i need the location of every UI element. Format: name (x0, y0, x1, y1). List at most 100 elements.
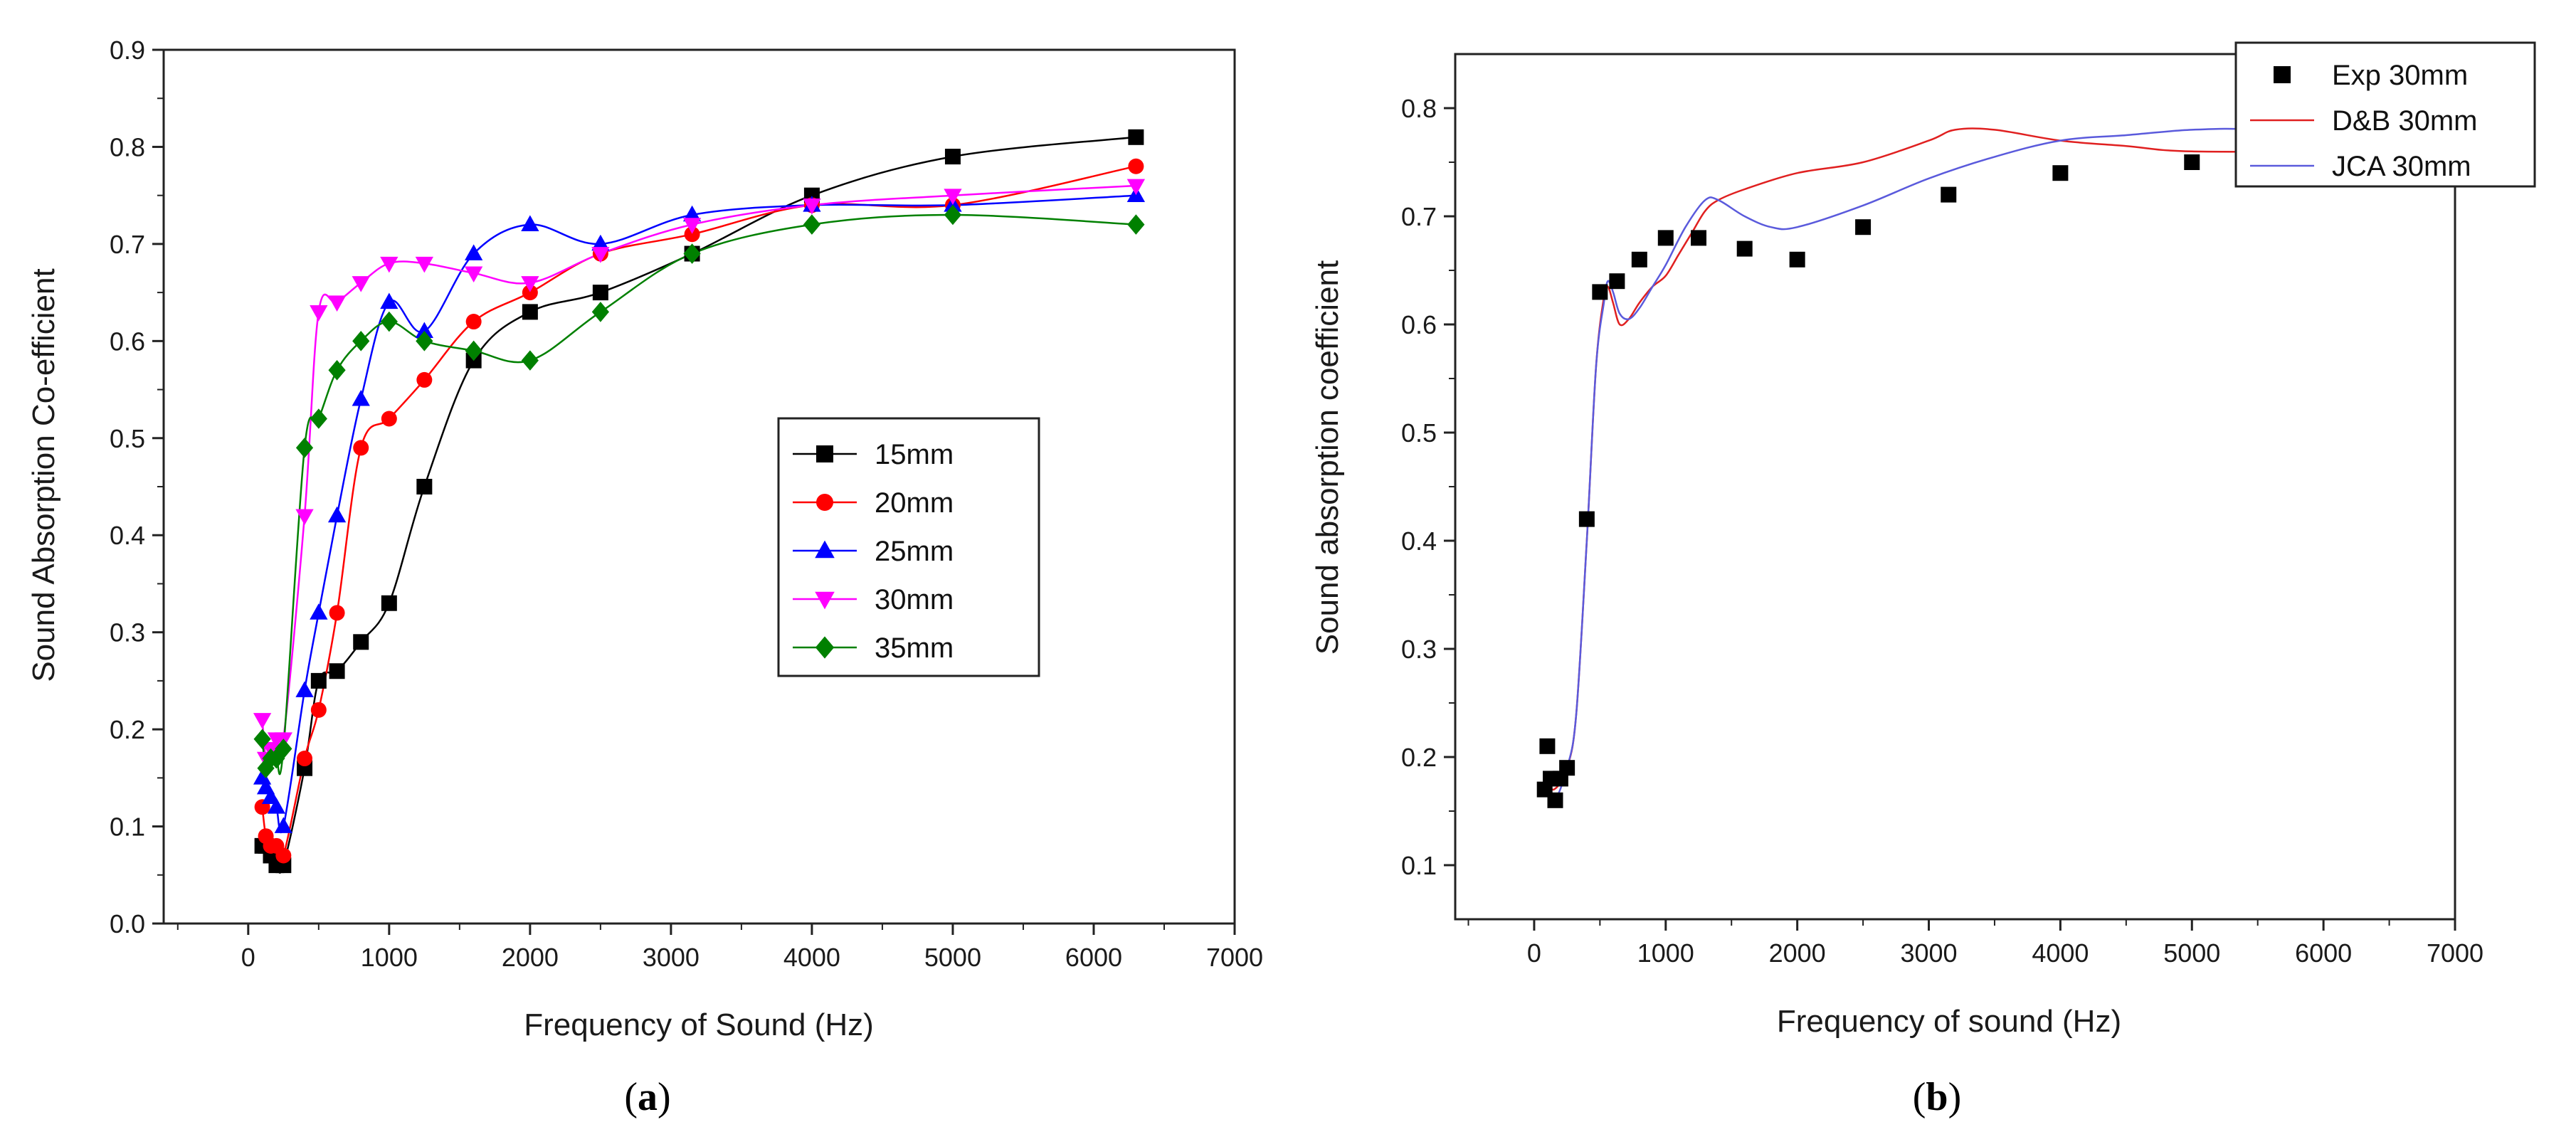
data-point (295, 681, 314, 697)
panel-caption-b: (b) (1913, 1075, 1961, 1119)
legend-label: 35mm (875, 633, 954, 664)
data-point (683, 243, 701, 264)
data-point (329, 605, 345, 621)
x-tick-label: 3000 (1900, 938, 1957, 968)
data-point (2052, 165, 2069, 181)
data-point (465, 314, 482, 330)
legend-item: 35mm (793, 633, 954, 664)
y-tick-label: 0.2 (110, 715, 145, 744)
legend-marker (815, 540, 835, 559)
x-tick-label: 7000 (1206, 943, 1263, 972)
x-axis-title-b: Frequency of sound (Hz) (1777, 1004, 2121, 1039)
x-tick-label: 0 (241, 943, 255, 972)
legend-item: 30mm (793, 584, 954, 615)
chart-panel-a: 0 1000 2000 3000 4000 5000 6000 7000 0.0 0.1 0.2 0.… (26, 36, 1263, 1119)
data-point (353, 634, 369, 650)
data-point (310, 603, 328, 620)
legend-label: D&B 30mm (2332, 105, 2478, 137)
y-tick-label: 0.9 (110, 36, 145, 65)
y-axis-title-b: Sound absorption coefficient (1310, 260, 1345, 655)
data-point (275, 739, 292, 759)
x-tick-label: 5000 (2163, 938, 2220, 968)
data-point (267, 798, 286, 814)
data-point (327, 506, 347, 523)
data-point (2184, 154, 2200, 170)
legend-label: 30mm (875, 584, 954, 615)
y-tick-label: 0.8 (110, 132, 145, 162)
data-point (1691, 230, 1707, 246)
data-point (944, 149, 961, 165)
data-point (521, 276, 539, 292)
y-tick-label: 0.5 (1401, 418, 1437, 448)
legend-marker (816, 445, 833, 462)
data-point (591, 247, 610, 263)
legend-item: Exp 30mm (2274, 60, 2468, 91)
data-point (416, 479, 433, 494)
plot-area-a: 0 1000 2000 3000 4000 5000 6000 7000 0.0 0.1 0.2 0.… (110, 36, 1263, 972)
data-point (1609, 273, 1625, 290)
y-tick-label: 0.8 (1401, 94, 1437, 123)
y-tick-label: 0.1 (110, 813, 145, 842)
legend-b: Exp 30mm D&B 30mm JCA 30mm (2234, 41, 2536, 188)
data-point (591, 302, 609, 322)
series-line-d-b-30mm (1543, 127, 2363, 791)
x-tick-label: 6000 (1065, 943, 1122, 972)
x-tick-label: 6000 (2295, 938, 2352, 968)
data-point (682, 205, 702, 222)
chart-panel-b: 0 1000 2000 3000 4000 5000 6000 7000 0.1 0.2 0.3 0.… (1310, 41, 2536, 1119)
data-point (521, 350, 539, 371)
y-tick-label: 0.2 (1401, 743, 1437, 772)
series-markers-35mm (253, 204, 1145, 778)
data-point (310, 702, 327, 718)
y-tick-label: 0.5 (110, 424, 145, 453)
data-point (381, 595, 397, 611)
series-markers-25mm (253, 186, 1146, 833)
data-point (352, 331, 370, 351)
data-point (1941, 186, 1957, 203)
data-point (1631, 251, 1647, 268)
series-line-jca-30mm (1543, 127, 2363, 802)
data-point (297, 751, 313, 767)
data-point (295, 509, 314, 526)
data-point (803, 198, 821, 215)
data-point (465, 266, 483, 283)
legend-label: Exp 30mm (2332, 60, 2468, 91)
data-point (253, 713, 272, 729)
data-point (416, 371, 433, 388)
legend-item: JCA 30mm (2250, 151, 2471, 182)
data-point (1592, 284, 1608, 300)
legend-label: JCA 30mm (2332, 151, 2471, 182)
legend-a: 15mm 20mm 25mm 30mm 35mm (777, 417, 1040, 677)
data-point (1128, 158, 1144, 174)
data-point (1789, 251, 1805, 268)
data-point (380, 292, 398, 309)
data-point (1128, 129, 1144, 145)
data-point (327, 295, 347, 312)
data-point (328, 359, 346, 381)
x-tick-label: 4000 (783, 943, 840, 972)
data-point (415, 322, 433, 339)
data-point (253, 729, 271, 750)
data-point (591, 234, 610, 251)
x-tick-label: 5000 (924, 943, 981, 972)
panel-caption-a: (a) (624, 1075, 670, 1119)
y-tick-label: 0.4 (1401, 527, 1437, 556)
data-point (274, 817, 292, 833)
legend-item: 25mm (793, 536, 954, 567)
legend-label: 15mm (875, 439, 954, 470)
data-point (1736, 240, 1753, 257)
data-point (803, 214, 821, 235)
y-tick-label: 0.1 (1401, 851, 1437, 880)
legend-marker (816, 494, 833, 511)
data-point (944, 204, 962, 226)
legend-marker (815, 591, 835, 610)
y-tick-label: 0.6 (110, 327, 145, 356)
data-point (380, 311, 398, 332)
data-point (1559, 760, 1575, 776)
series-markers-exp-30mm (1536, 143, 2371, 808)
data-point (1539, 738, 1556, 754)
data-point (682, 218, 702, 234)
data-point (275, 847, 292, 864)
y-tick-label: 0.3 (1401, 635, 1437, 664)
